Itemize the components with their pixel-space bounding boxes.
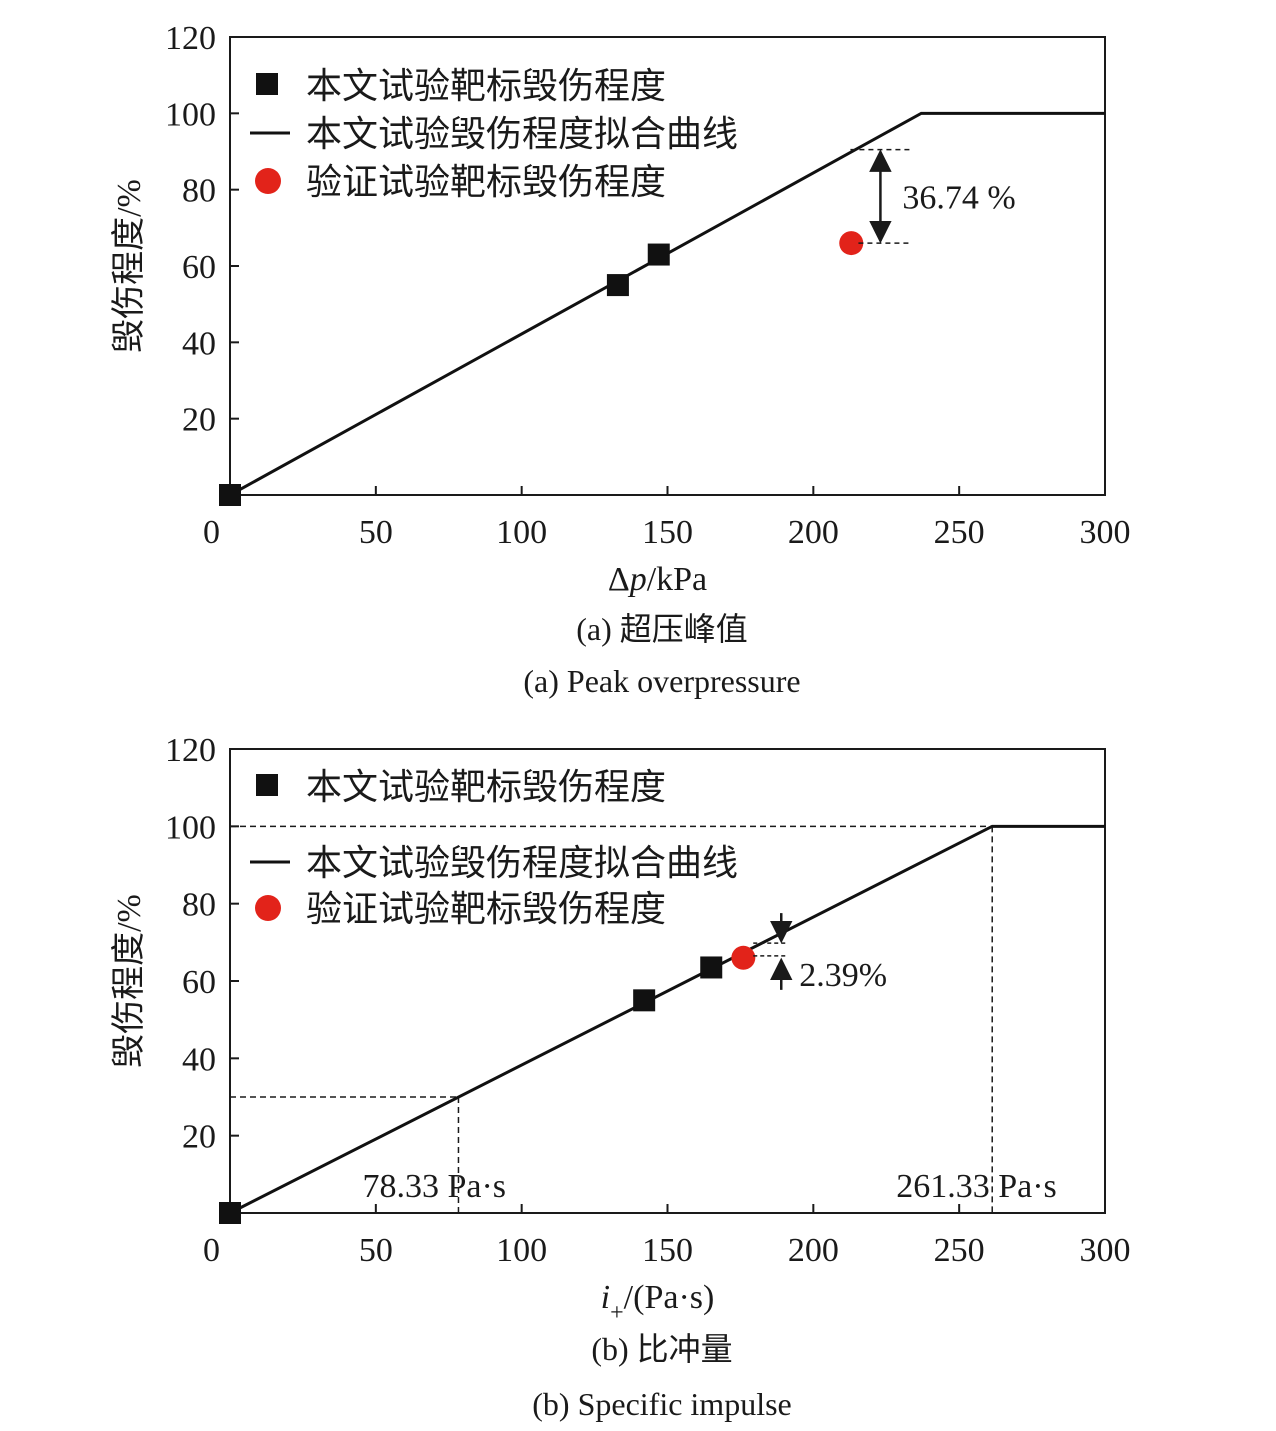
x-tick-label: 150	[642, 514, 693, 551]
y-axis-label: 毁伤程度/%	[110, 179, 148, 353]
panel-b-caption-en: (b) Specific impulse	[532, 1386, 791, 1422]
x-axis-label-var: i	[601, 1279, 610, 1316]
y-tick-label: 80	[182, 887, 216, 924]
legend-square-marker	[256, 73, 278, 95]
y-tick-label: 100	[165, 809, 216, 846]
y-axis-label: 毁伤程度/%	[110, 894, 148, 1068]
y-tick-label: 120	[165, 732, 216, 769]
x-tick-label: 250	[934, 1232, 985, 1269]
circle-point	[731, 945, 756, 970]
panel-a-caption-en: (a) Peak overpressure	[523, 663, 800, 699]
x-tick-label: 300	[1080, 1232, 1131, 1269]
y-tick-label: 100	[165, 96, 216, 133]
plot-frame	[229, 748, 1106, 1214]
x-axis-label-sub: +	[610, 1300, 624, 1326]
legend-square-marker	[256, 774, 278, 796]
square-point	[633, 989, 656, 1012]
panel-a-caption-cn: (a) 超压峰值	[576, 611, 748, 647]
legend-circle-marker	[255, 895, 281, 921]
square-point	[219, 484, 241, 506]
x-tick-label: 50	[359, 1232, 393, 1269]
x-axis-label-unit: /(Pa·s)	[624, 1279, 715, 1316]
panel-b-chart: 0 50 100 150 200 250 300 20 40 60 80 100 120 毁伤程度/% i+…	[110, 732, 1131, 1326]
x-tick-label: 300	[1080, 514, 1131, 551]
annotation-label: 36.74 %	[902, 179, 1015, 216]
legend-label: 本文试验靶标毁伤程度	[306, 767, 666, 807]
x-tick-label: 50	[359, 514, 393, 551]
reference-label: 78.33 Pa·s	[362, 1168, 506, 1205]
legend-label: 验证试验靶标毁伤程度	[306, 162, 666, 202]
y-tick-label: 60	[182, 249, 216, 286]
y-tick-label: 20	[182, 402, 216, 439]
legend-label: 本文试验靶标毁伤程度	[306, 66, 666, 106]
square-point	[606, 274, 629, 297]
panel-b-caption-cn: (b) 比冲量	[591, 1331, 732, 1367]
annotation-label: 2.39%	[799, 957, 887, 994]
x-tick-label: 250	[934, 514, 985, 551]
x-axis-label: Δp/kPa	[608, 561, 707, 598]
x-tick-label: 0	[203, 514, 220, 551]
x-axis-label-prefix: Δ	[608, 561, 630, 598]
reference-label: 261.33 Pa·s	[896, 1168, 1057, 1205]
legend-label: 本文试验毁伤程度拟合曲线	[306, 114, 738, 154]
panel-a-chart: 0 50 100 150 200 250 300 20 40 60 80 100 120 毁伤程度/% Δp…	[110, 20, 1131, 598]
y-tick-label: 40	[182, 1041, 216, 1078]
y-tick-label: 60	[182, 964, 216, 1001]
fit-line	[229, 824, 1105, 1215]
square-point	[700, 956, 723, 979]
square-point	[219, 1202, 241, 1224]
x-axis-label: i+/(Pa·s)	[601, 1279, 715, 1326]
square-point	[647, 243, 670, 266]
x-tick-label: 200	[788, 514, 839, 551]
x-tick-label: 150	[642, 1232, 693, 1269]
x-tick-label: 200	[788, 1232, 839, 1269]
y-tick-label: 20	[182, 1119, 216, 1156]
x-tick-label: 0	[203, 1232, 220, 1269]
legend-circle-marker	[255, 168, 281, 194]
y-tick-label: 120	[165, 20, 216, 57]
legend-label: 本文试验毁伤程度拟合曲线	[306, 843, 738, 883]
x-tick-label: 100	[496, 514, 547, 551]
y-tick-label: 80	[182, 173, 216, 210]
x-tick-label: 100	[496, 1232, 547, 1269]
fit-line	[229, 111, 1105, 497]
circle-point	[839, 231, 864, 256]
legend-label: 验证试验靶标毁伤程度	[306, 889, 666, 929]
x-axis-label-unit: /kPa	[647, 561, 707, 598]
x-axis-label-var: p	[628, 561, 647, 598]
y-tick-label: 40	[182, 325, 216, 362]
